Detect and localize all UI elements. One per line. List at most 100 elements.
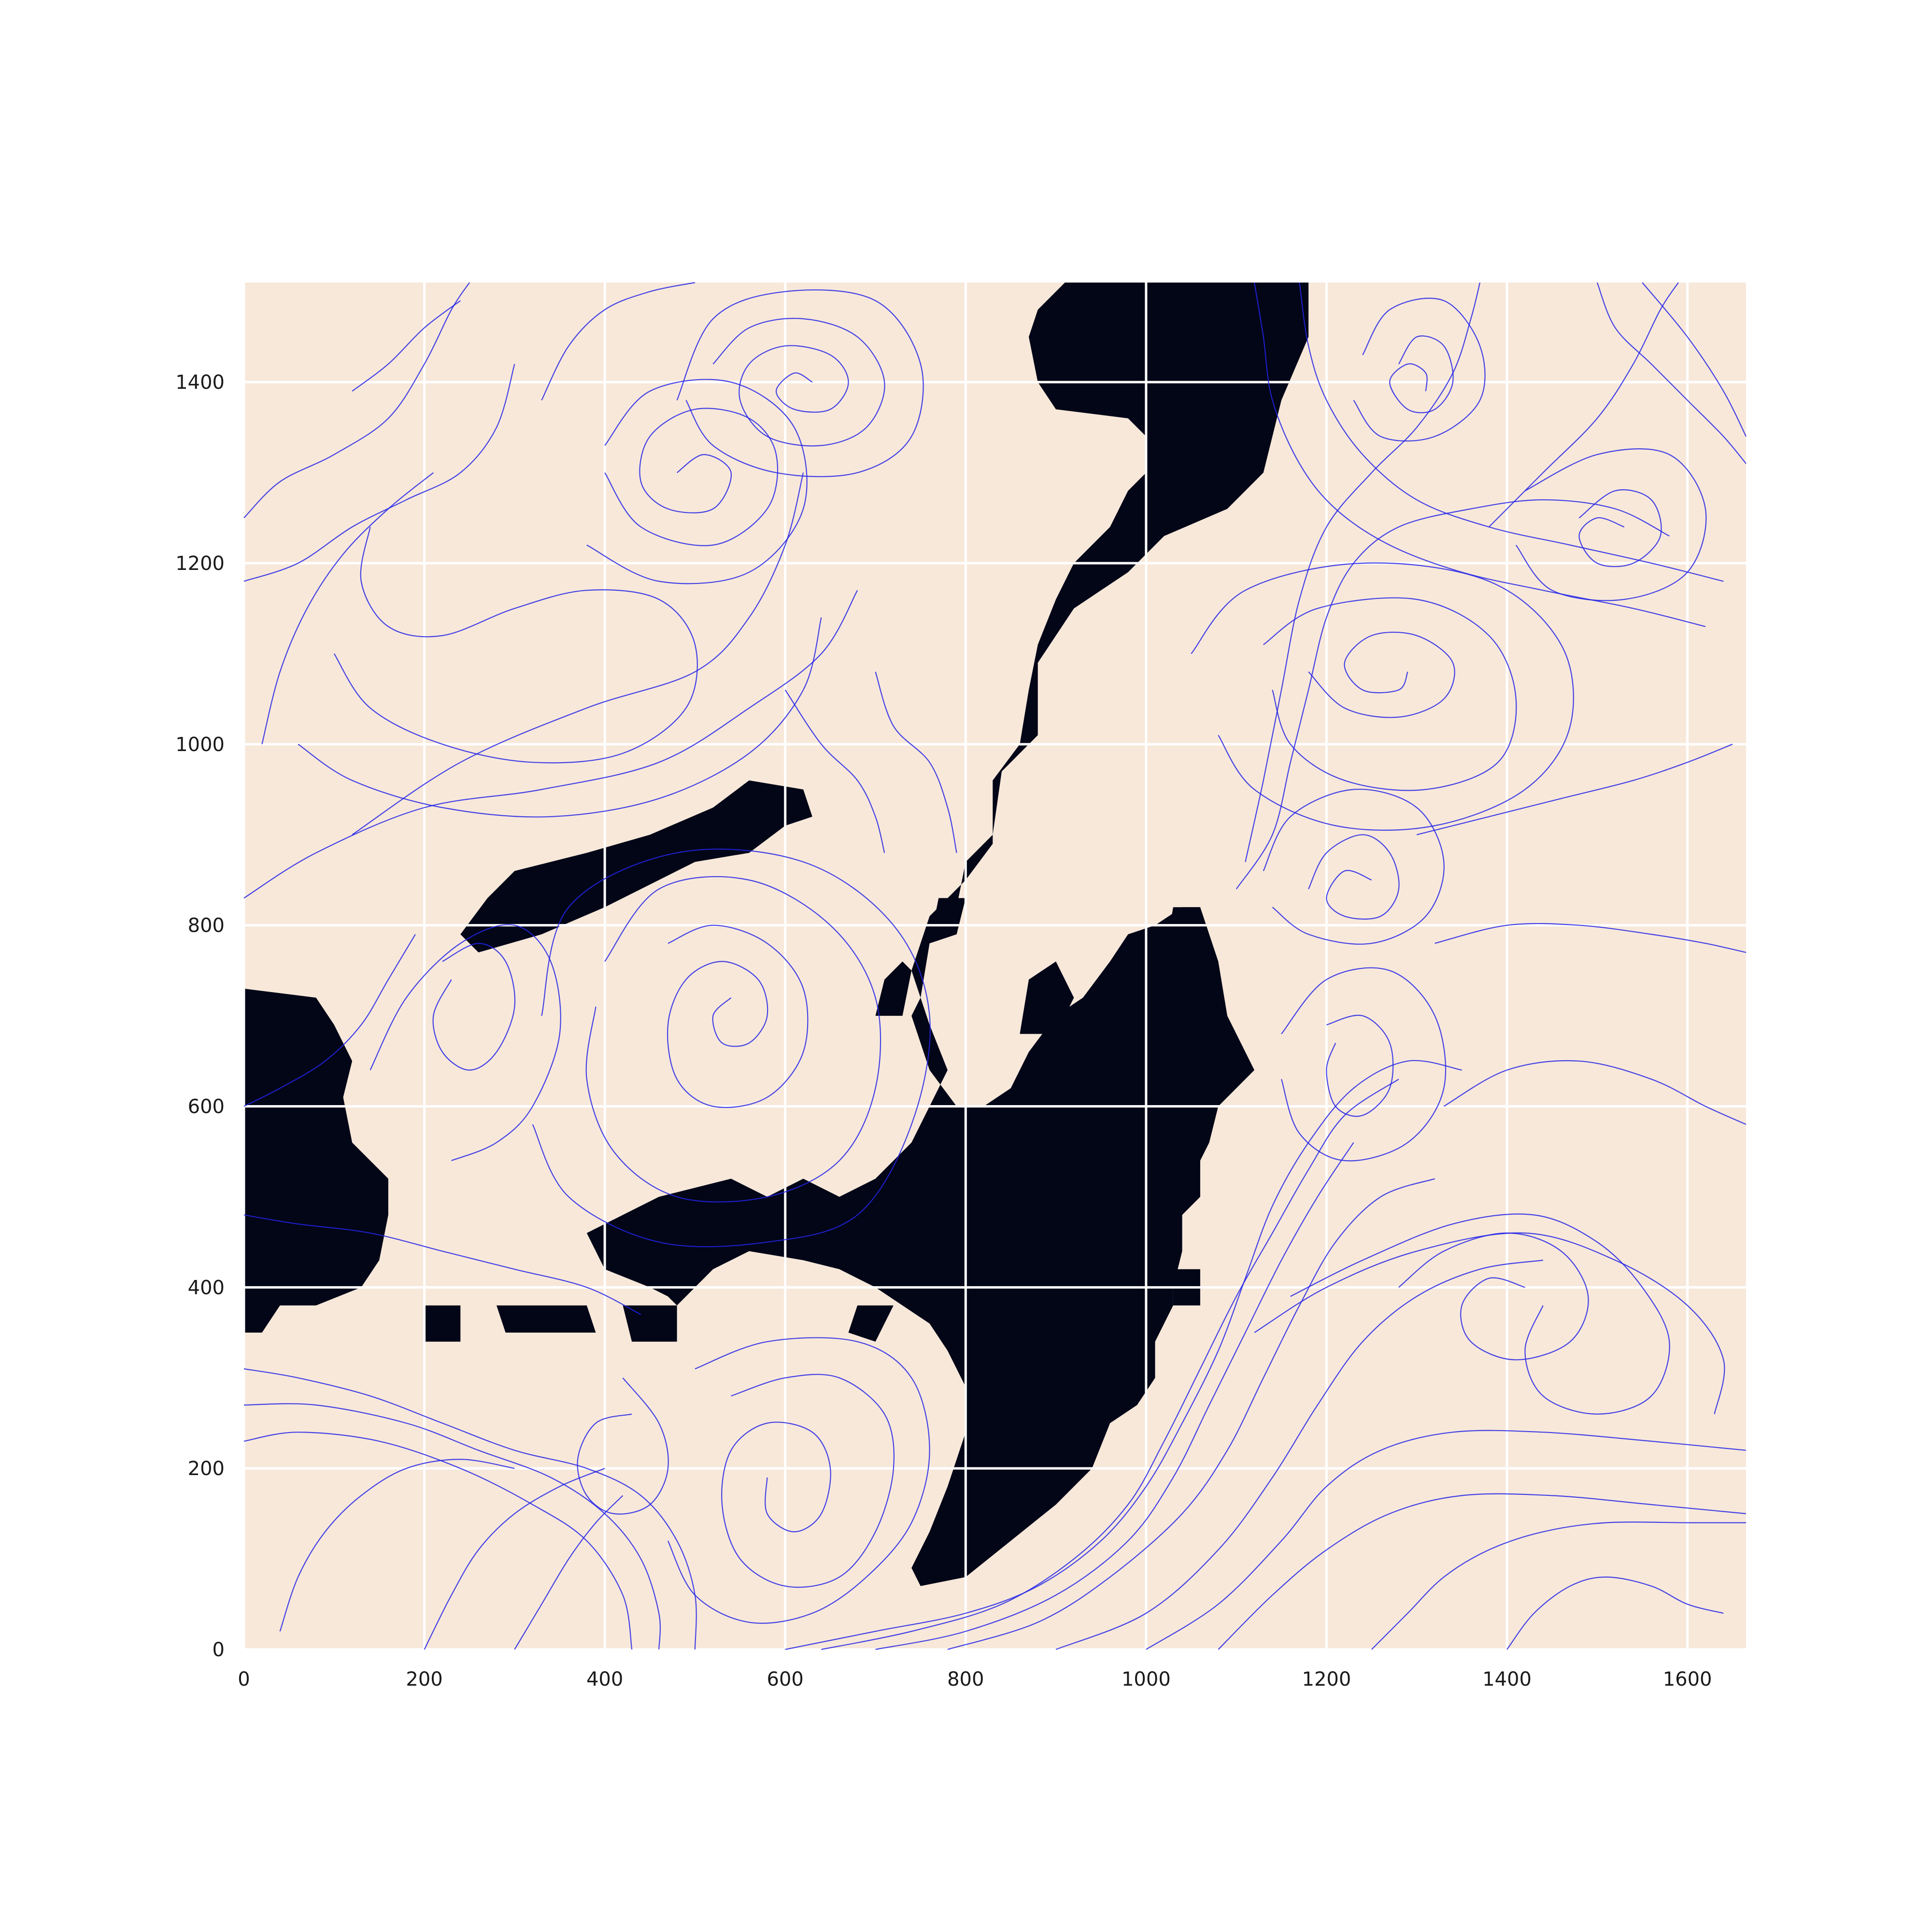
x-tick-label: 600	[767, 1668, 804, 1690]
y-tick-label: 200	[188, 1458, 225, 1480]
land-polygon	[424, 1305, 461, 1342]
streamline	[1299, 282, 1724, 582]
streamline	[1578, 489, 1662, 568]
grid-layer	[242, 283, 1746, 1651]
streamline-layer	[243, 282, 1747, 1650]
streamline	[1506, 1576, 1724, 1650]
streamline	[432, 942, 516, 1071]
streamline	[667, 924, 809, 1108]
streamline	[604, 408, 778, 546]
streamline	[243, 1368, 697, 1650]
streamline	[586, 379, 808, 584]
x-tick-label: 0	[238, 1668, 250, 1690]
streamline	[1218, 1493, 1747, 1650]
x-tick-label: 1400	[1482, 1668, 1532, 1690]
streamline	[947, 1178, 1435, 1650]
land-polygon	[1020, 1088, 1083, 1143]
streamline	[1146, 1430, 1747, 1650]
streamline	[514, 1495, 624, 1650]
streamline	[1253, 282, 1706, 627]
land-polygon	[586, 283, 1309, 1586]
y-tick-label: 600	[188, 1095, 225, 1118]
streamline	[1435, 923, 1747, 953]
streamline	[1055, 1260, 1543, 1650]
streamline	[424, 1468, 605, 1650]
x-tick-label: 400	[586, 1668, 623, 1690]
streamline	[532, 849, 931, 1248]
y-tick-label: 1200	[175, 553, 225, 575]
streamline	[1263, 597, 1517, 791]
streamline	[243, 590, 858, 899]
streamline	[1416, 743, 1733, 836]
land-polygon	[848, 1305, 894, 1342]
streamline	[1191, 562, 1574, 831]
x-tick-label: 1600	[1663, 1668, 1712, 1690]
streamline	[352, 300, 461, 392]
streamline	[1389, 335, 1454, 413]
land-polygon	[1010, 1269, 1038, 1297]
land-polygon	[1164, 907, 1200, 962]
streamline	[1280, 967, 1446, 1162]
streamline	[1308, 631, 1455, 718]
y-tick-label: 1000	[175, 734, 225, 756]
streamline	[785, 1060, 1462, 1650]
streamline	[721, 1374, 895, 1588]
land-polygon	[460, 780, 812, 952]
streamline	[369, 924, 561, 1161]
streamline	[585, 876, 881, 1203]
streamline	[333, 526, 698, 764]
x-tick-label: 800	[947, 1668, 984, 1690]
streamline	[1353, 298, 1486, 441]
streamline	[821, 1079, 1399, 1650]
streamline	[577, 1378, 669, 1515]
land-polygon	[623, 1305, 677, 1342]
streamline	[667, 1337, 930, 1624]
streamline	[1596, 282, 1747, 464]
land-polygon	[244, 988, 388, 1333]
land-polygon	[497, 1305, 596, 1333]
streamline	[243, 364, 515, 582]
streamline	[1488, 282, 1679, 527]
land-polygon	[1173, 1070, 1219, 1124]
streamline	[1326, 1014, 1394, 1117]
y-axis-ticks: 0 200 400 600 800 1000 1200 1400	[175, 371, 225, 1661]
streamline	[1398, 1232, 1589, 1361]
streamline	[243, 282, 470, 519]
land-layer	[244, 283, 1309, 1586]
land-polygon	[929, 898, 966, 944]
streamline	[676, 289, 924, 477]
streamline	[875, 1142, 1354, 1650]
streamline	[1254, 1232, 1725, 1414]
streamline	[784, 689, 885, 853]
streamline	[261, 472, 434, 745]
x-axis-ticks: 0 200 400 600 800 1000 1200 1400 1600	[238, 1668, 1712, 1690]
y-tick-label: 800	[188, 915, 225, 937]
y-tick-label: 1400	[175, 371, 225, 394]
streamline	[875, 671, 957, 853]
streamline	[1371, 1521, 1746, 1650]
plot-area	[242, 282, 1747, 1651]
y-tick-label: 0	[213, 1639, 225, 1661]
streamline	[1443, 1060, 1747, 1125]
streamline	[1642, 282, 1747, 437]
y-tick-label: 400	[188, 1277, 225, 1299]
streamline	[1308, 834, 1400, 920]
x-tick-label: 200	[406, 1668, 442, 1690]
streamline	[1290, 1213, 1670, 1415]
x-tick-label: 1000	[1122, 1668, 1171, 1690]
land-polygon	[1020, 961, 1074, 1034]
streamline	[243, 934, 416, 1107]
streamline	[541, 282, 696, 401]
streamline	[1245, 282, 1481, 862]
streamline	[352, 472, 804, 836]
streamline	[712, 318, 885, 447]
streamline	[1263, 789, 1445, 945]
streamline	[243, 1403, 661, 1650]
land-polygon	[1092, 1097, 1146, 1161]
streamline	[1515, 448, 1707, 601]
land-polygon	[875, 961, 912, 1016]
streamline	[279, 1459, 515, 1632]
streamline	[243, 1214, 641, 1315]
x-tick-label: 1200	[1302, 1668, 1351, 1690]
